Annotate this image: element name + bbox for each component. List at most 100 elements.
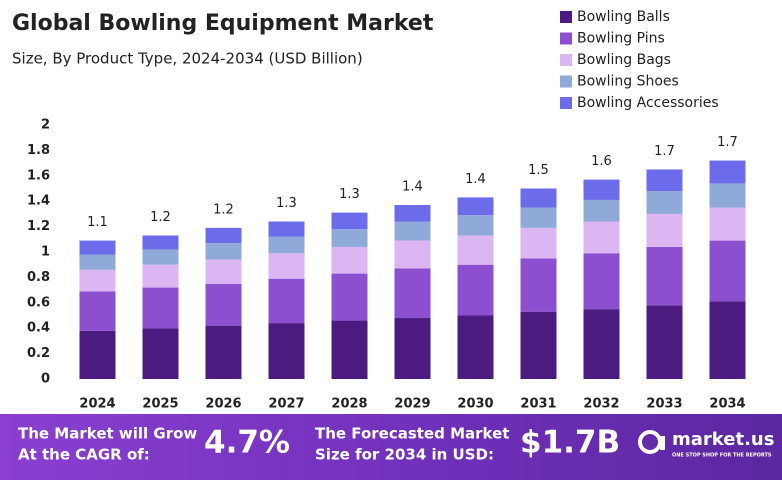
bar-segment: [457, 315, 494, 379]
bar-segment: [646, 169, 683, 192]
bar-segment: [457, 215, 494, 236]
banner: The Market will Grow At the CAGR of: 4.7…: [0, 414, 782, 480]
chart-title: Global Bowling Equipment Market: [12, 11, 434, 36]
legend-label: Bowling Accessories: [577, 95, 719, 111]
bar-segment: [583, 221, 620, 254]
forecast-value: $1.7B: [520, 425, 620, 461]
bar-segment: [268, 221, 305, 237]
x-tick-label: 2028: [331, 397, 367, 412]
y-tick-label: 0: [41, 372, 50, 387]
legend-label: Bowling Balls: [577, 9, 670, 25]
bar-segment: [331, 212, 368, 230]
bar-segment: [268, 323, 305, 379]
y-tick-label: 1: [41, 245, 50, 260]
chart-subtitle: Size, By Product Type, 2024-2034 (USD Bi…: [12, 50, 363, 68]
bar-segment: [394, 205, 431, 222]
total-label: 1.3: [276, 196, 297, 211]
y-tick-label: 0.4: [27, 321, 50, 336]
bar-segment: [709, 183, 746, 208]
bar-segment: [646, 305, 683, 379]
total-label: 1.3: [339, 187, 360, 202]
bar-segment: [646, 191, 683, 214]
x-tick-label: 2034: [709, 397, 745, 412]
x-tick-label: 2024: [79, 397, 115, 412]
bar-segment: [205, 283, 242, 326]
x-tick-label: 2033: [646, 397, 682, 412]
bar-segment: [142, 249, 179, 265]
tagline: ONE STOP SHOP FOR THE REPORTS: [672, 453, 772, 459]
bar-segment: [205, 243, 242, 260]
forecast-text: The Forecasted Market: [315, 425, 509, 443]
bar-segment: [520, 207, 557, 228]
bar-segment: [520, 258, 557, 312]
bar-segment: [142, 287, 179, 329]
x-tick-label: 2030: [457, 397, 493, 412]
y-tick-label: 2: [41, 118, 50, 133]
bar-segment: [457, 235, 494, 265]
legend-swatch: [560, 32, 572, 45]
bar-segment: [331, 229, 368, 247]
bar-segment: [583, 199, 620, 222]
forecast-text: Size for 2034 in USD:: [315, 446, 494, 464]
bar-segment: [394, 318, 431, 379]
y-tick-label: 0.2: [27, 346, 50, 361]
bar-segment: [646, 246, 683, 306]
bar-segment: [79, 291, 116, 331]
cagr-text: The Market will Grow: [18, 425, 197, 443]
bar-segment: [394, 221, 431, 241]
bar-segment: [79, 240, 116, 255]
banner-bg: [0, 414, 782, 480]
bar-segment: [205, 259, 242, 284]
bar-segment: [142, 328, 179, 379]
bar-segment: [646, 213, 683, 247]
bar-segment: [79, 330, 116, 379]
bar-segment: [709, 240, 746, 302]
total-label: 1.1: [87, 215, 108, 230]
bar-segment: [709, 301, 746, 379]
bar-segment: [142, 264, 179, 288]
bar-segment: [709, 207, 746, 241]
bar-segment: [79, 269, 116, 292]
bar-segment: [331, 320, 368, 379]
total-label: 1.7: [717, 135, 738, 150]
y-tick-label: 0.8: [27, 270, 50, 285]
legend-swatch: [560, 54, 572, 66]
bar-segment: [268, 236, 305, 254]
legend-swatch: [560, 11, 572, 23]
y-tick-label: 1.6: [27, 168, 50, 183]
total-label: 1.2: [150, 210, 171, 225]
y-tick-label: 1.8: [27, 143, 50, 158]
bar-segment: [205, 325, 242, 379]
bar-segment: [583, 253, 620, 310]
legend-label: Bowling Shoes: [577, 74, 679, 90]
brand: market.us: [672, 429, 774, 450]
bar-segment: [205, 227, 242, 244]
y-tick-label: 1.2: [27, 219, 50, 234]
bar-segment: [583, 179, 620, 200]
total-label: 1.2: [213, 202, 234, 217]
bar-segment: [331, 246, 368, 274]
legend-swatch: [560, 75, 572, 88]
bar-segment: [394, 240, 431, 269]
bar-segment: [709, 160, 746, 184]
x-tick-label: 2025: [142, 397, 178, 412]
cagr-value: 4.7%: [204, 425, 290, 461]
brand-logo: [638, 430, 665, 454]
legend-swatch: [560, 97, 572, 109]
bar-segment: [268, 253, 305, 279]
bar-segment: [79, 254, 116, 270]
bar-segment: [520, 188, 557, 208]
bar-segment: [331, 273, 368, 321]
total-label: 1.7: [654, 144, 675, 159]
bar-segment: [583, 309, 620, 379]
bar-segment: [457, 197, 494, 216]
legend-label: Bowling Bags: [577, 52, 671, 68]
total-label: 1.4: [465, 172, 486, 187]
x-tick-label: 2026: [205, 397, 241, 412]
total-label: 1.5: [528, 163, 549, 178]
bar-segment: [520, 227, 557, 259]
y-tick-label: 1.4: [27, 194, 50, 209]
y-tick-label: 0.6: [27, 295, 50, 310]
bar-segment: [394, 268, 431, 319]
